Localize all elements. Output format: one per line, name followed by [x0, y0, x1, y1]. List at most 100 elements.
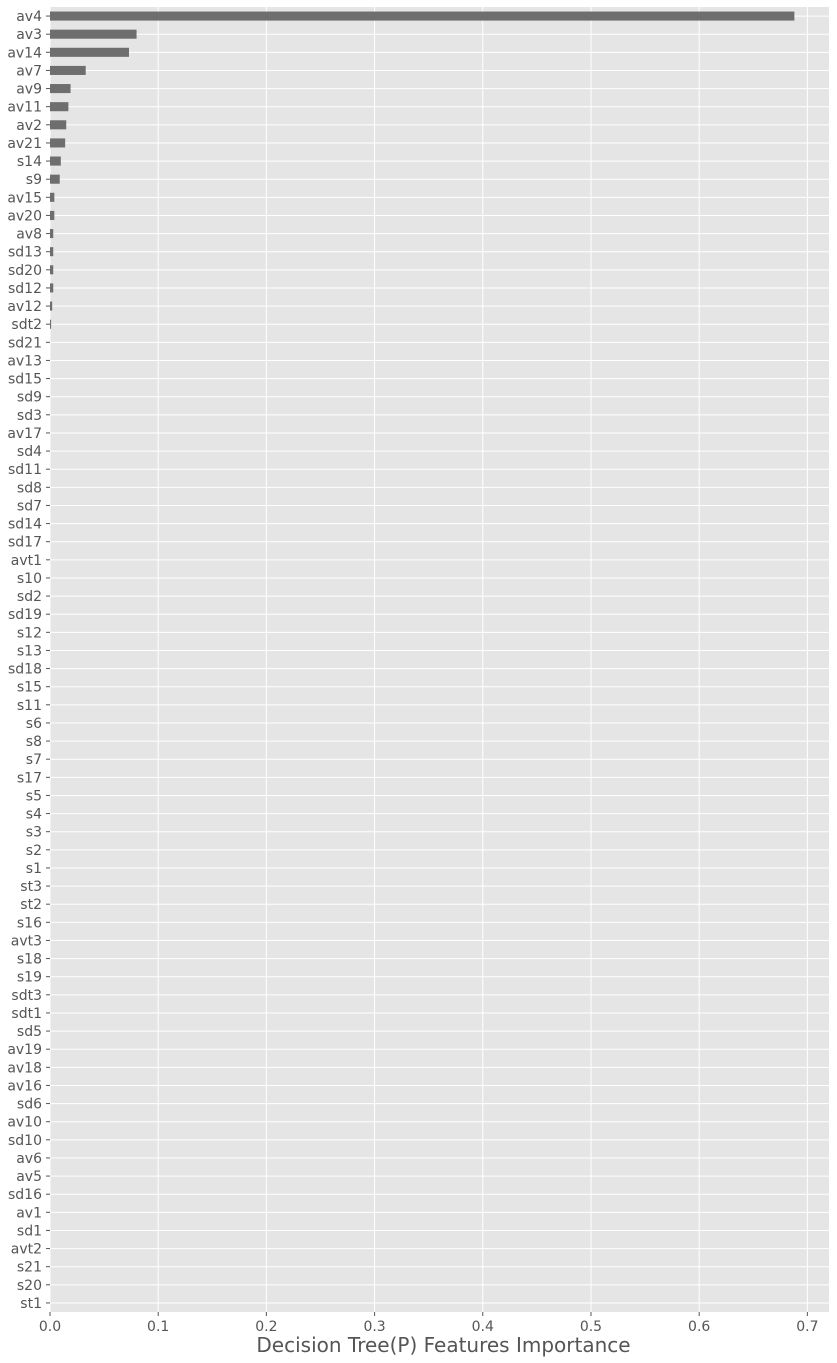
y-tick-label: s20	[17, 1278, 42, 1294]
bar-av7	[50, 65, 86, 75]
bar-av20	[50, 210, 55, 220]
y-tick-label: sd6	[17, 1097, 42, 1113]
grid-lines	[46, 7, 829, 1316]
y-tick-label: s7	[26, 752, 42, 768]
bar-sd13	[50, 247, 54, 257]
y-tick-label: av10	[7, 1115, 42, 1131]
y-tick-label: sd5	[17, 1024, 42, 1040]
y-tick-label: av17	[7, 426, 42, 442]
y-tick-label: av13	[7, 353, 42, 369]
y-tick-label: sd11	[8, 462, 42, 478]
y-tick-label: s21	[17, 1260, 42, 1276]
y-tick-label: s17	[17, 770, 42, 786]
y-tick-label: sd4	[17, 444, 42, 460]
y-tick-label: sd21	[8, 335, 42, 351]
y-tick-label: av1	[16, 1205, 42, 1221]
y-tick-label: s18	[17, 952, 42, 968]
bar-av4	[50, 11, 795, 21]
y-tick-label: av11	[7, 100, 42, 116]
y-tick-label: s5	[26, 788, 42, 804]
bar-s9	[50, 174, 60, 184]
y-tick-label: av3	[16, 27, 42, 43]
bar-s14	[50, 156, 61, 166]
y-tick-label: sdt2	[11, 317, 42, 333]
y-tick-label: av4	[16, 9, 42, 25]
y-tick-label: s19	[17, 970, 42, 986]
y-tick-label: av7	[16, 63, 42, 79]
y-tick-label: avt1	[11, 553, 42, 569]
y-tick-label: s4	[26, 807, 42, 823]
x-tick-label: 0.0	[39, 1319, 61, 1335]
x-tick-label: 0.2	[255, 1319, 277, 1335]
bar-av8	[50, 229, 54, 239]
y-tick-label: av9	[16, 82, 42, 98]
plot-area	[50, 7, 829, 1312]
y-tick-label: av20	[7, 208, 42, 224]
y-tick-label: avt2	[11, 1242, 42, 1258]
x-tick-label: 0.6	[688, 1319, 710, 1335]
x-tick-labels: 0.0 0.1 0.2 0.3 0.4 0.5 0.6 0.7	[39, 1319, 819, 1335]
y-tick-label: av18	[7, 1060, 42, 1076]
bar-av2	[50, 120, 67, 130]
y-tick-label: s14	[17, 154, 42, 170]
y-tick-label: sd12	[8, 281, 42, 297]
y-tick-label: sd3	[17, 408, 42, 424]
bar-sdt2	[50, 319, 52, 329]
bar-av21	[50, 138, 66, 148]
x-tick-label: 0.7	[796, 1319, 818, 1335]
y-tick-label: s9	[26, 172, 42, 188]
y-tick-label: sd18	[8, 662, 42, 678]
y-tick-label: av6	[16, 1151, 42, 1167]
y-tick-label: s8	[26, 734, 42, 750]
y-tick-label: sdt1	[11, 1006, 42, 1022]
y-tick-label: sd13	[8, 245, 42, 261]
y-tick-label: sd16	[8, 1187, 42, 1203]
y-tick-label: sd14	[8, 517, 42, 533]
bar-av9	[50, 84, 71, 94]
x-axis-title: Decision Tree(P) Features Importance	[256, 1333, 630, 1357]
y-tick-label: sd10	[8, 1133, 42, 1149]
y-tick-label: av14	[7, 45, 42, 61]
y-tick-label: av12	[7, 299, 42, 315]
bar-av12	[50, 301, 53, 311]
x-tick-label: 0.3	[363, 1319, 385, 1335]
y-tick-label: s13	[17, 643, 42, 659]
bar-sd20	[50, 265, 54, 275]
y-tick-labels: av4 av3 av14 av7 av9 av11 av2 av21 s14 s9 av15 av20…	[7, 9, 42, 1312]
bar-av3	[50, 29, 137, 39]
y-tick-label: av15	[7, 190, 42, 206]
y-tick-label: s6	[26, 716, 42, 732]
bars	[50, 11, 795, 329]
y-tick-label: s3	[26, 825, 42, 841]
y-tick-label: s1	[26, 861, 42, 877]
bar-av14	[50, 47, 129, 57]
x-tick-label: 0.1	[147, 1319, 169, 1335]
y-tick-label: st1	[20, 1296, 42, 1312]
y-tick-label: sd9	[17, 390, 42, 406]
y-tick-label: av19	[7, 1042, 42, 1058]
x-tick-label: 0.5	[580, 1319, 602, 1335]
y-tick-label: sd17	[8, 535, 42, 551]
y-tick-label: av8	[16, 227, 42, 243]
bar-av11	[50, 102, 69, 112]
y-tick-label: sd20	[8, 263, 42, 279]
y-tick-label: sdt3	[11, 988, 42, 1004]
bar-av15	[50, 192, 55, 202]
y-tick-label: s2	[26, 843, 42, 859]
y-tick-label: s16	[17, 915, 42, 931]
x-tick-label: 0.4	[472, 1319, 494, 1335]
y-tick-label: sd7	[17, 498, 42, 514]
y-tick-label: sd19	[8, 607, 42, 623]
y-tick-label: s15	[17, 680, 42, 696]
y-tick-label: s12	[17, 625, 42, 641]
y-tick-label: av21	[7, 136, 42, 152]
y-tick-label: av2	[16, 118, 42, 134]
y-tick-label: sd2	[17, 589, 42, 605]
bar-sd12	[50, 283, 54, 293]
y-tick-label: av5	[16, 1169, 42, 1185]
y-tick-label: avt3	[11, 933, 42, 949]
y-tick-label: sd1	[17, 1223, 42, 1239]
y-tick-label: av16	[7, 1078, 42, 1094]
y-tick-label: s10	[17, 571, 42, 587]
